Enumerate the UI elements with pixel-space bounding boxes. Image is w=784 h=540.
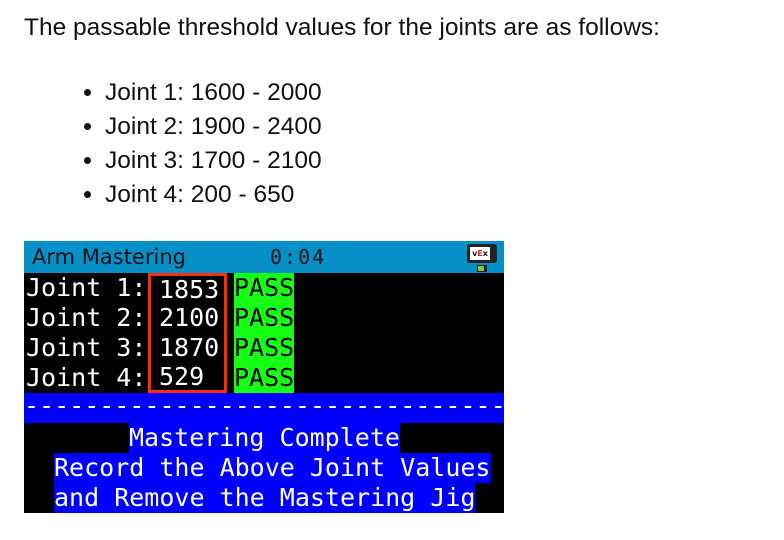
status-message: Mastering Complete [129, 423, 400, 453]
joint-value: 2100 [148, 303, 227, 333]
program-title: Arm Mastering [32, 245, 186, 269]
vex-brain-icon: vEx [467, 244, 497, 263]
divider-band: -------------------------------- [24, 393, 504, 423]
joint-label: Joint 4: [26, 363, 147, 392]
joint-row: Joint 3: 1870 PASS [24, 333, 504, 363]
status-badge: PASS [234, 303, 294, 333]
threshold-item: Joint 3: 1700 - 2100 [105, 144, 322, 178]
threshold-list: Joint 1: 1600 - 2000 Joint 2: 1900 - 240… [60, 76, 322, 212]
joint-row: Joint 4: 529 PASS [24, 363, 504, 393]
intro-text: The passable threshold values for the jo… [24, 14, 660, 41]
threshold-item: Joint 2: 1900 - 2400 [105, 110, 322, 144]
timer: 0:04 [270, 245, 327, 269]
joint-label: Joint 3: [26, 333, 147, 362]
joint-row: Joint 1: 1853 PASS [24, 273, 504, 303]
joint-row: Joint 2: 2100 PASS [24, 303, 504, 333]
threshold-item: Joint 4: 200 - 650 [105, 178, 322, 212]
brain-screen: Arm Mastering 0:04 vEx Joint 1: 1853 PAS… [24, 241, 504, 513]
instruction-message: and Remove the Mastering Jig [54, 483, 476, 513]
joint-label: Joint 1: [26, 273, 147, 302]
threshold-item: Joint 1: 1600 - 2000 [105, 76, 322, 110]
joint-value: 1853 [148, 273, 227, 303]
joint-label: Joint 2: [26, 303, 147, 332]
screen-header: Arm Mastering 0:04 vEx [24, 241, 504, 273]
joint-value: 529 [148, 363, 227, 393]
status-badge: PASS [234, 333, 294, 363]
status-badge: PASS [234, 363, 294, 393]
joint-value: 1870 [148, 333, 227, 363]
instruction-message: Record the Above Joint Values [54, 453, 491, 483]
status-badge: PASS [234, 273, 294, 303]
battery-icon [477, 265, 487, 272]
